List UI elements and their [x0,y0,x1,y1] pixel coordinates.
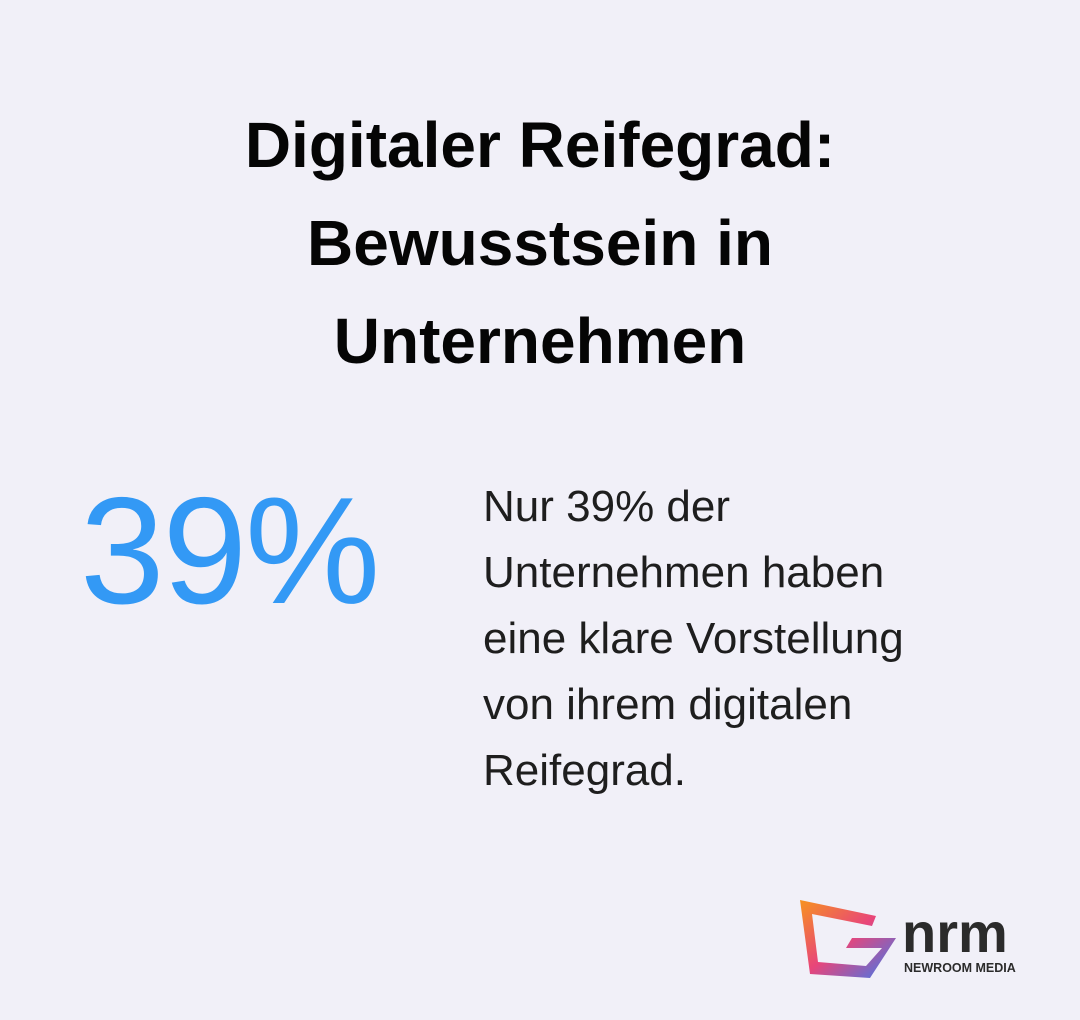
title-line: Bewusstsein in [307,207,773,279]
description-line: eine klare Vorstellung [483,614,904,663]
stat-value: 39% [80,466,380,636]
title-line: Unternehmen [333,305,747,377]
logo-name: nrm [902,901,1008,964]
description-line: Nur 39% der [483,482,731,531]
description-line: von ihrem digitalen [483,680,853,729]
logo: nrm NEWROOM MEDIA [800,900,1016,978]
logo-tagline: NEWROOM MEDIA [904,961,1016,975]
stat-description: Nur 39% der Unternehmen haben eine klare… [483,474,904,804]
logo-mark [800,900,896,978]
description-line: Unternehmen haben [483,548,885,597]
description-line: Reifegrad. [483,746,687,795]
title: Digitaler Reifegrad: Bewusstsein in Unte… [0,96,1080,390]
title-line: Digitaler Reifegrad: [244,109,836,181]
